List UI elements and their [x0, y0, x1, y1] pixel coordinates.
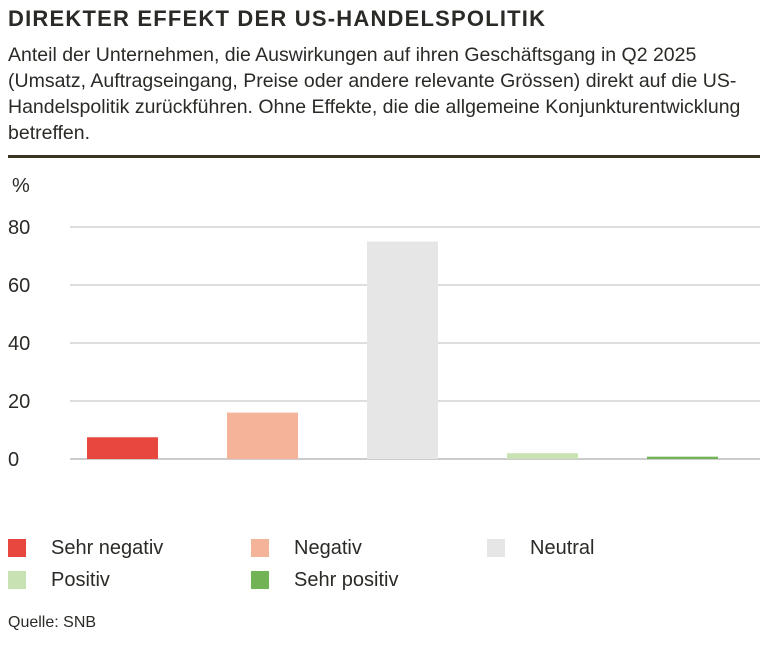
chart-subtitle: Anteil der Unternehmen, die Auswirkungen… [8, 44, 741, 144]
legend-label: Neutral [530, 536, 595, 559]
legend-label: Negativ [294, 536, 362, 559]
title-divider [8, 155, 760, 158]
bar-sehr-negativ [87, 437, 158, 459]
legend-swatch [487, 539, 505, 557]
y-axis-unit-label: % [12, 175, 30, 197]
legend-label: Sehr positiv [294, 568, 399, 591]
y-tick-label: 60 [8, 275, 30, 297]
legend-swatch [8, 571, 26, 589]
chart-title: DIREKTER EFFEKT DER US-HANDELSPOLITIK [8, 6, 547, 31]
y-tick-label: 0 [8, 449, 19, 471]
y-tick-label: 40 [8, 333, 30, 355]
bar-negativ [227, 412, 298, 459]
legend-item: Negativ [251, 537, 362, 559]
source-note: Quelle: SNB [8, 614, 97, 631]
legend-item: Positiv [8, 569, 110, 591]
bar-positiv [507, 453, 578, 459]
legend-label: Sehr negativ [51, 536, 164, 559]
y-tick-label: 20 [8, 391, 30, 413]
legend-item: Sehr positiv [251, 569, 399, 591]
legend-item: Neutral [487, 537, 594, 559]
legend-label: Positiv [51, 568, 110, 591]
y-tick-label: 80 [8, 217, 30, 239]
legend-swatch [251, 539, 269, 557]
legend-swatch [8, 539, 26, 557]
legend-item: Sehr negativ [8, 537, 163, 559]
bar-neutral [367, 241, 438, 459]
legend-swatch [251, 571, 269, 589]
bar-sehr-positiv [647, 456, 718, 459]
